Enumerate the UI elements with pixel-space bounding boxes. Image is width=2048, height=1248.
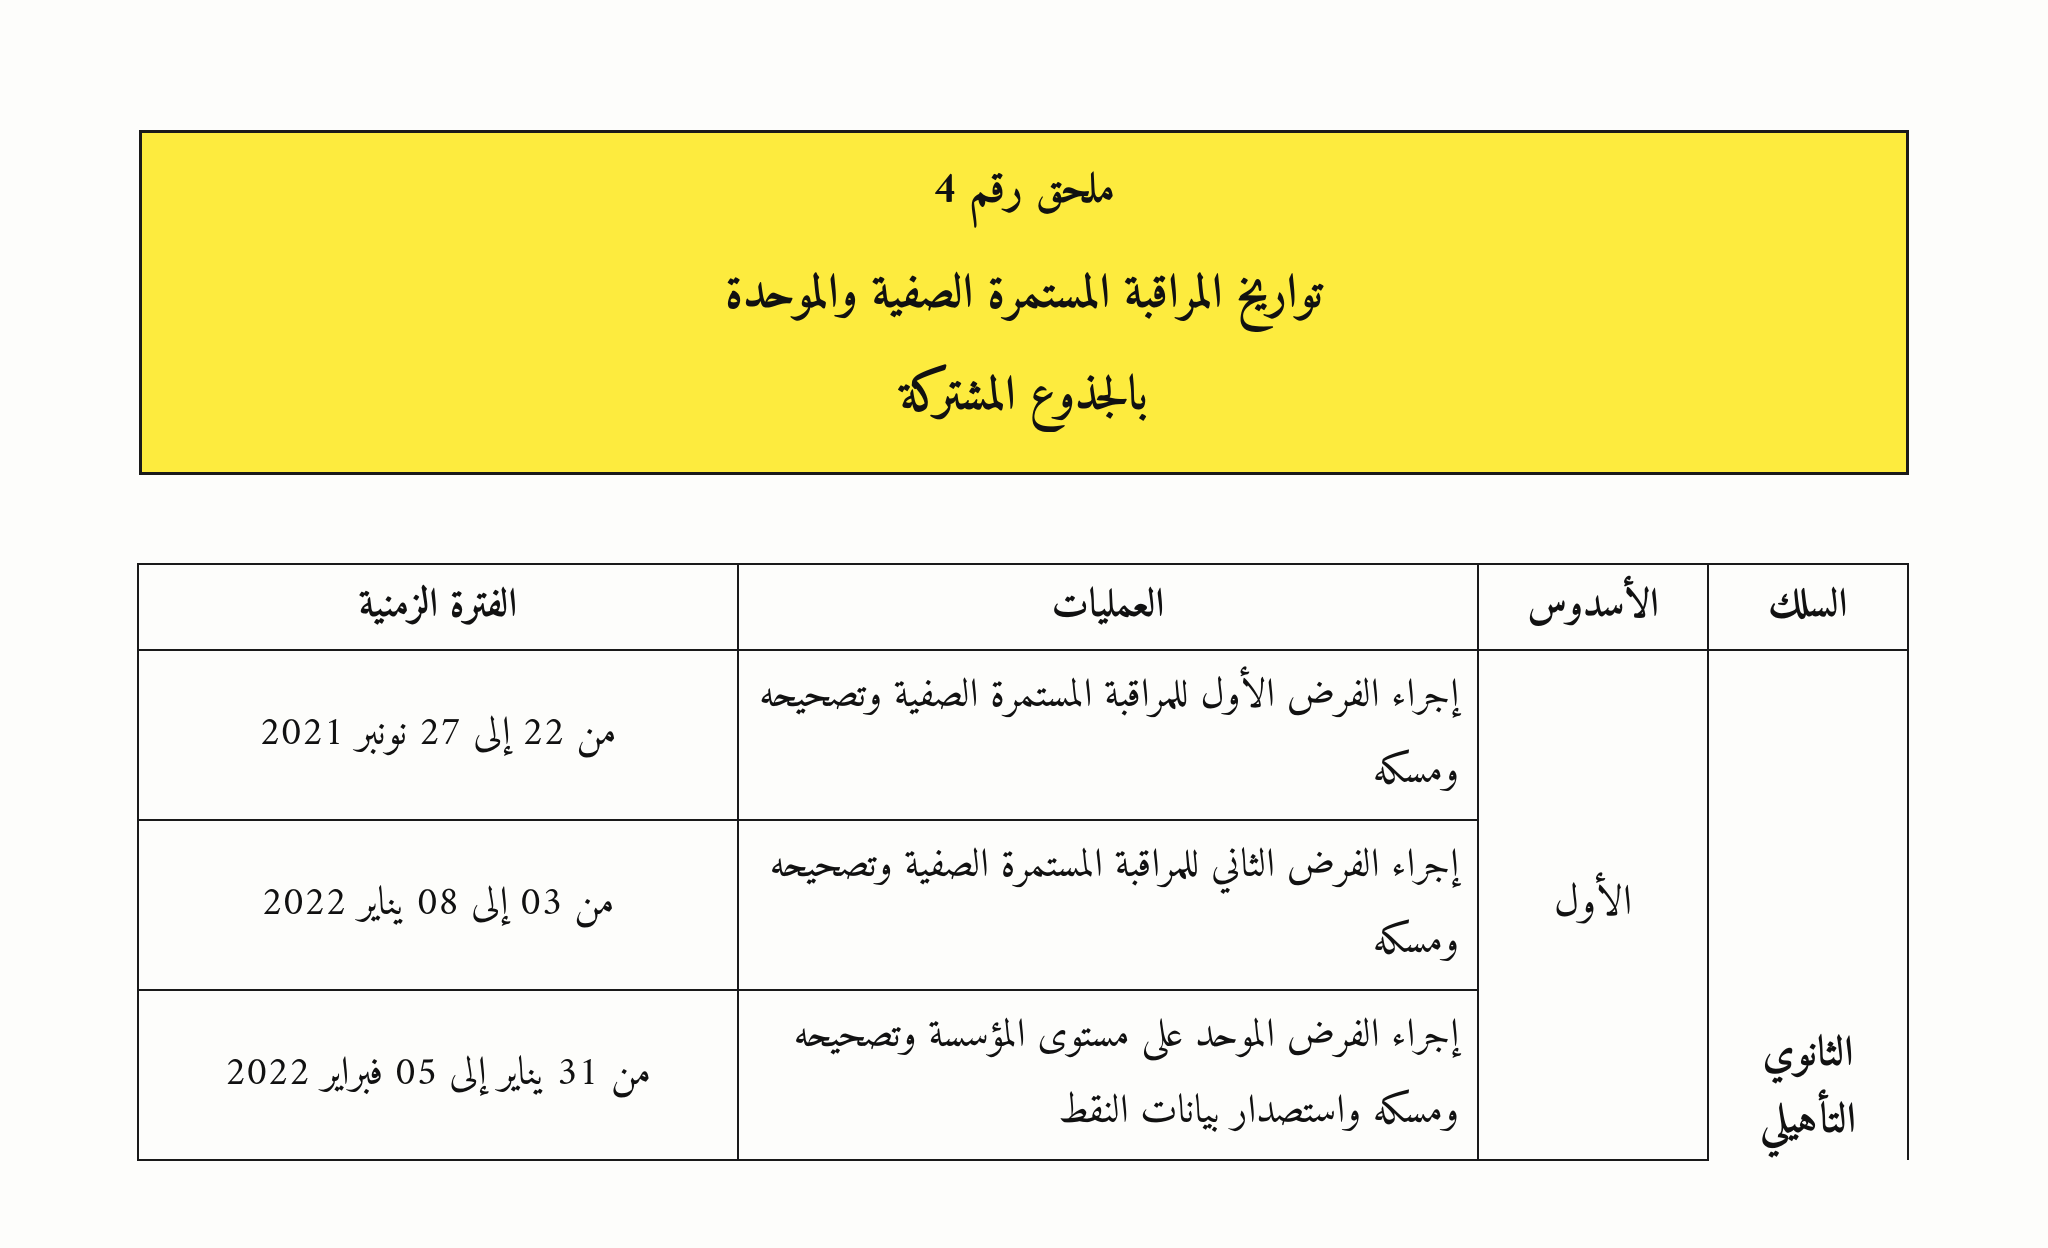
schedule-table: السلك الأسدوس العمليات الفترة الزمنية ال… xyxy=(137,563,1909,1161)
header-silk: السلك xyxy=(1708,564,1908,650)
cell-operation: إجراء الفرض الثاني للمراقبة المستمرة الص… xyxy=(738,820,1478,990)
title-line-3: بالجذوع المشتركة xyxy=(182,356,1866,440)
header-operations: العمليات xyxy=(738,564,1478,650)
cell-period: من 22 إلى 27 نونبر 2021 xyxy=(138,650,738,820)
schedule-table-wrap: السلك الأسدوس العمليات الفترة الزمنية ال… xyxy=(139,563,1909,1161)
title-line-1: ملحق رقم 4 xyxy=(182,153,1866,230)
cell-period: من 03 إلى 08 يناير 2022 xyxy=(138,820,738,990)
cell-semester: الأول xyxy=(1478,650,1708,1160)
table-row: الثانوي التأهيلي الأول إجراء الفرض الأول… xyxy=(138,650,1908,820)
title-line-2: تواريخ المراقبة المستمرة الصفية والموحدة xyxy=(182,254,1866,338)
cell-period: من 31 يناير إلى 05 فبراير 2022 xyxy=(138,990,738,1160)
document-page: ملحق رقم 4 تواريخ المراقبة المستمرة الصف… xyxy=(0,0,2048,1248)
table-header-row: السلك الأسدوس العمليات الفترة الزمنية xyxy=(138,564,1908,650)
title-box: ملحق رقم 4 تواريخ المراقبة المستمرة الصف… xyxy=(139,130,1909,475)
cell-silk: الثانوي التأهيلي xyxy=(1708,650,1908,1160)
header-semester: الأسدوس xyxy=(1478,564,1708,650)
cell-operation: إجراء الفرض الموحد على مستوى المؤسسة وتص… xyxy=(738,990,1478,1160)
cell-operation: إجراء الفرض الأول للمراقبة المستمرة الصف… xyxy=(738,650,1478,820)
header-period: الفترة الزمنية xyxy=(138,564,738,650)
silk-line2: التأهيلي xyxy=(1727,1089,1889,1156)
silk-line1: الثانوي xyxy=(1727,1022,1889,1089)
